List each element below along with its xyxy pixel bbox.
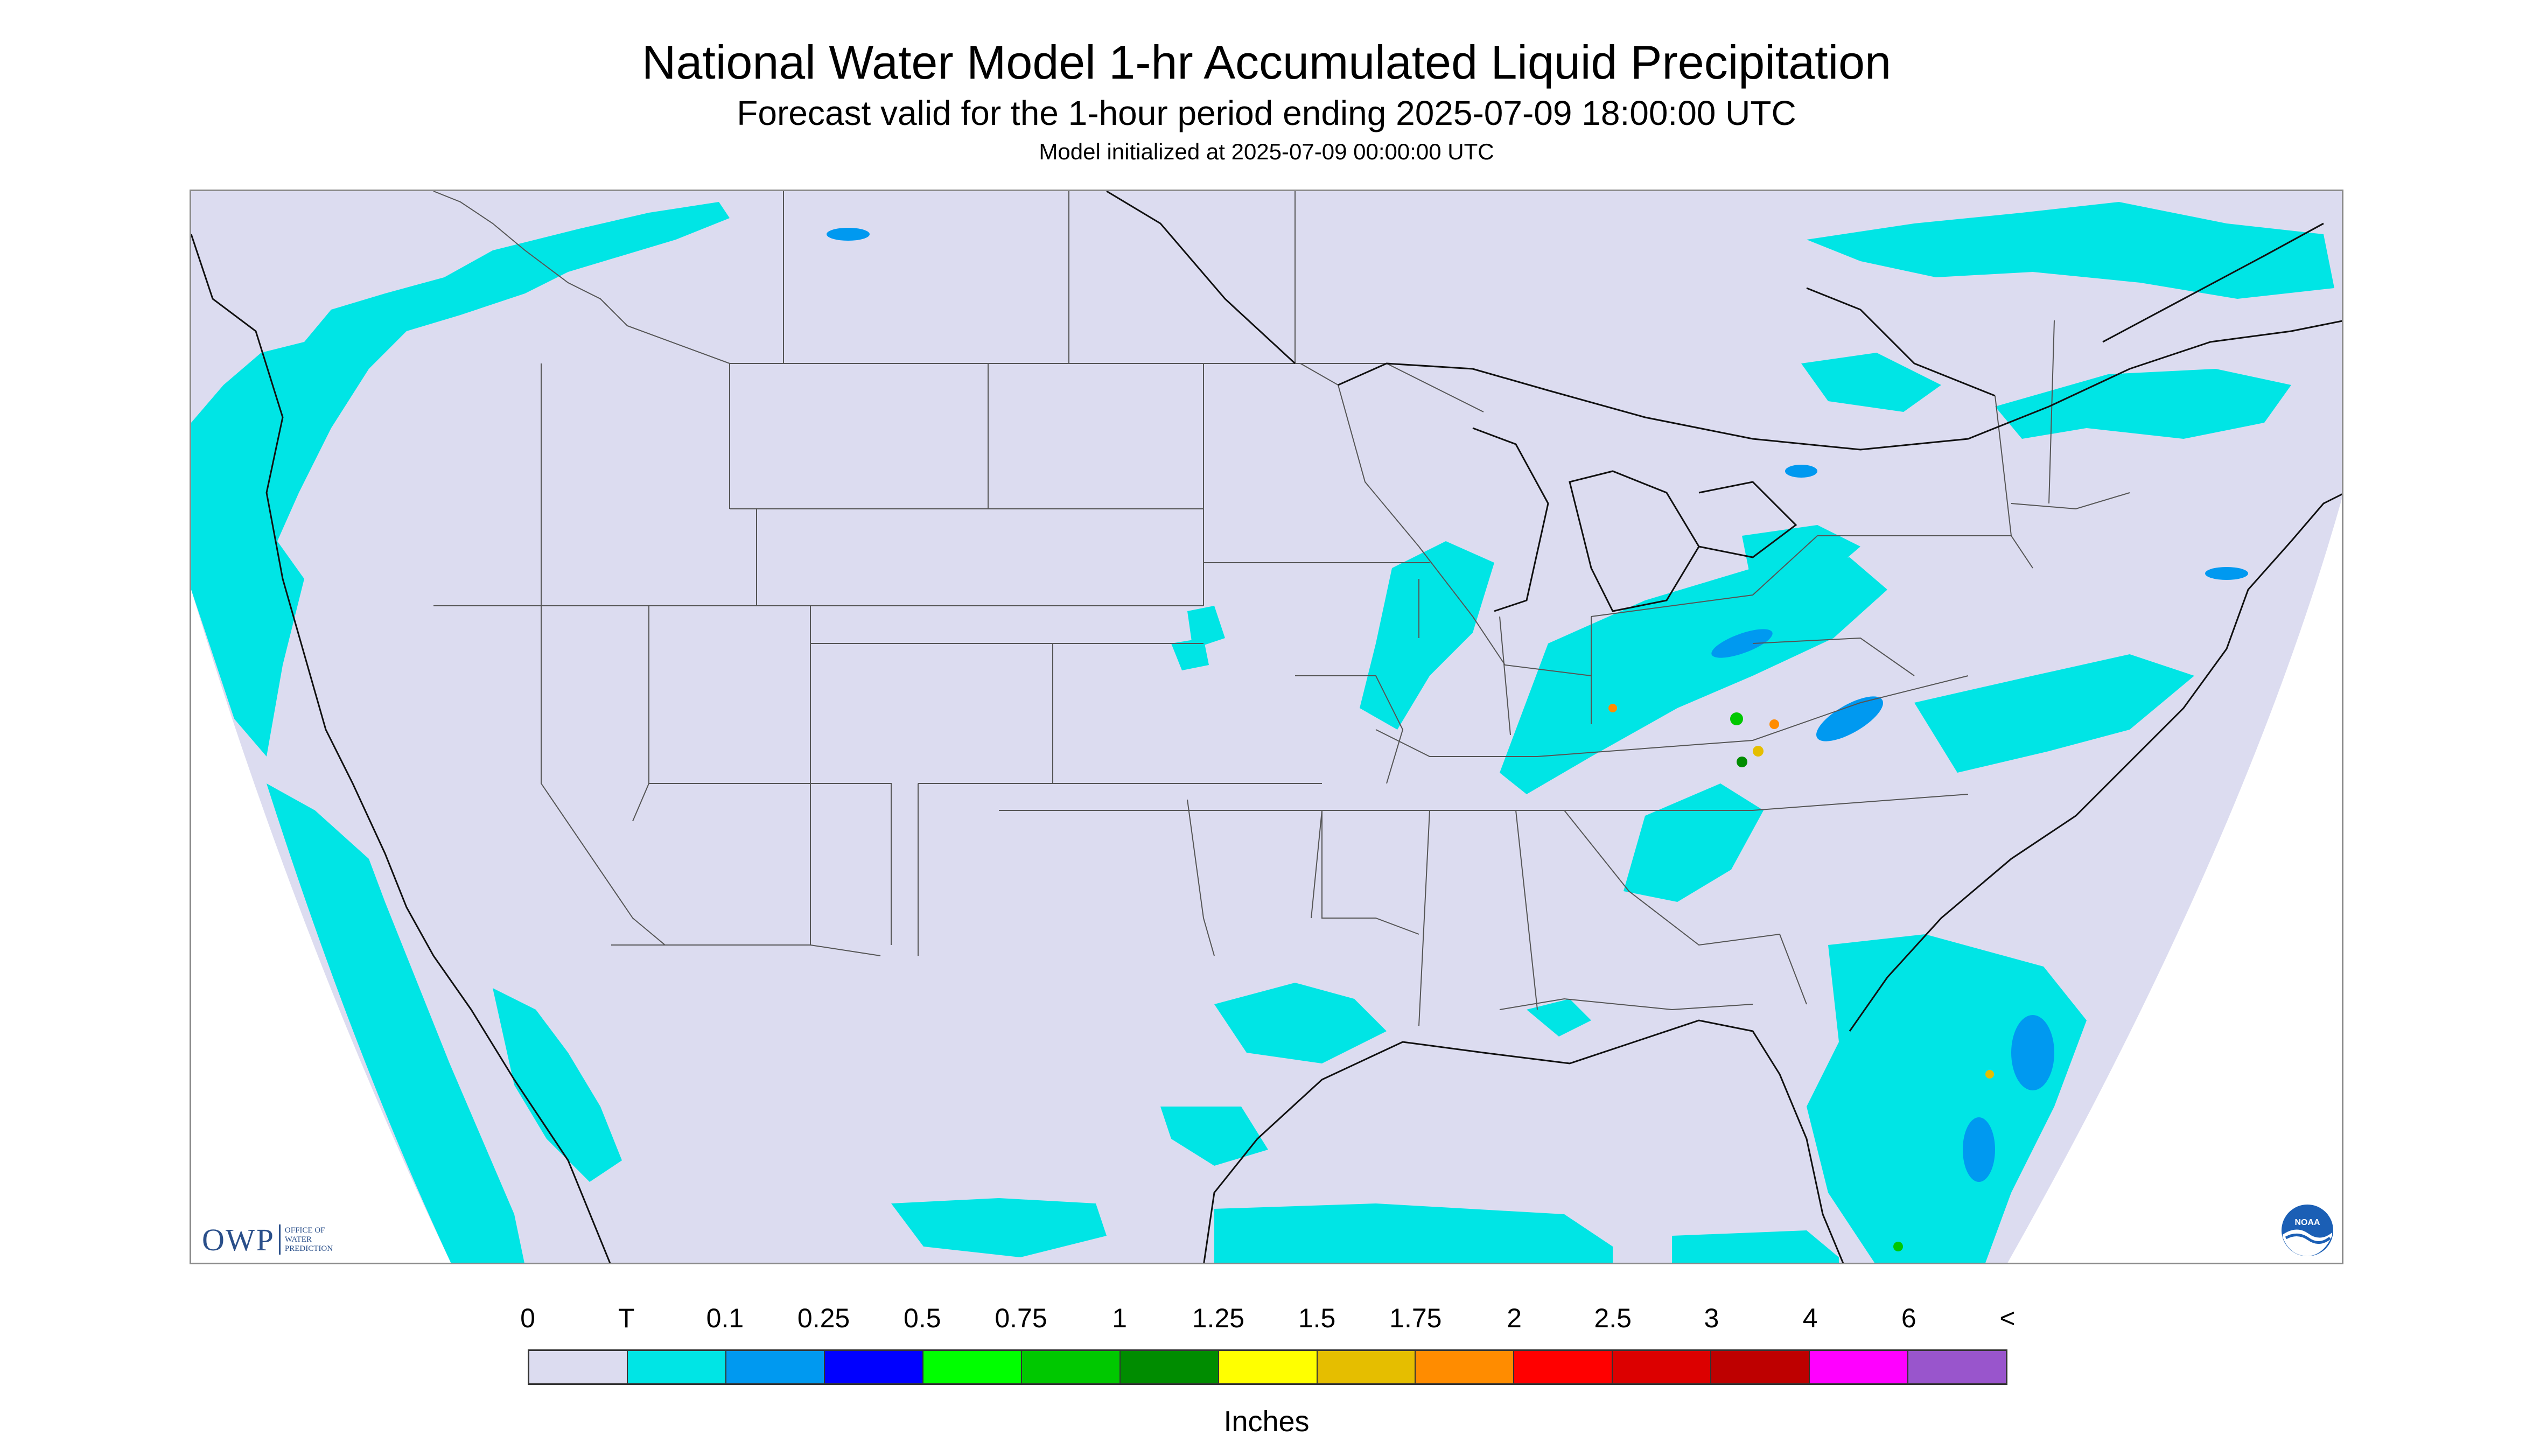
precipitation-map: OWP OFFICE OF WATER PREDICTION NOAA (190, 190, 2343, 1264)
legend-label: 0.75 (995, 1303, 1047, 1333)
precip-heavy-cores (1608, 704, 1994, 1251)
legend-label: 0.1 (706, 1303, 744, 1333)
legend-color-cell (1810, 1351, 1909, 1383)
legend-color-cell (1317, 1351, 1416, 1383)
legend-color-cell (1416, 1351, 1515, 1383)
owp-text-line: WATER (284, 1235, 312, 1244)
noaa-logo-text: NOAA (2294, 1218, 2320, 1227)
legend-units: Inches (1223, 1405, 1310, 1438)
legend-label: 1.25 (1192, 1303, 1245, 1333)
model-domain (191, 191, 2342, 1263)
forecast-valid-subtitle: Forecast valid for the 1-hour period end… (737, 94, 1796, 132)
state-boundaries (433, 191, 2130, 1026)
precip-light-cores (827, 228, 2248, 1182)
legend-color-cell (529, 1351, 628, 1383)
model-init-line: Model initialized at 2025-07-09 00:00:00… (1039, 139, 1494, 164)
legend-color-cell (726, 1351, 825, 1383)
owp-mark: OWP (202, 1222, 275, 1257)
legend-label: T (618, 1303, 635, 1333)
owp-text: OFFICE OF WATER PREDICTION (285, 1226, 333, 1254)
map-title: National Water Model 1-hr Accumulated Li… (641, 36, 1892, 89)
coastlines (191, 191, 2342, 1263)
noaa-logo-icon: NOAA (2282, 1205, 2333, 1256)
map-canvas (191, 191, 2342, 1263)
legend-color-cell (1908, 1351, 2006, 1383)
legend-label: < (1999, 1303, 2016, 1333)
legend-label: 0.5 (904, 1303, 941, 1333)
legend-color-cell (1120, 1351, 1219, 1383)
legend-color-cell (824, 1351, 923, 1383)
legend-label: 0 (520, 1303, 535, 1333)
owp-text-line: OFFICE OF (284, 1226, 325, 1235)
legend-label: 6 (1901, 1303, 1916, 1333)
legend-label: 2 (1507, 1303, 1522, 1333)
legend-color-cell (1613, 1351, 1712, 1383)
owp-logo: OWP OFFICE OF WATER PREDICTION (202, 1221, 333, 1258)
legend-label: 1 (1112, 1303, 1128, 1333)
legend-color-cell (627, 1351, 726, 1383)
legend-color-cell (1514, 1351, 1613, 1383)
legend-color-cell (1219, 1351, 1318, 1383)
legend-label: 1.5 (1298, 1303, 1336, 1333)
legend-color-cell (1021, 1351, 1121, 1383)
legend-label: 3 (1704, 1303, 1719, 1333)
precip-trace-areas (191, 202, 2334, 1263)
legend-label: 4 (1802, 1303, 1818, 1333)
legend-color-cell (923, 1351, 1022, 1383)
legend-label: 0.25 (797, 1303, 850, 1333)
legend-label: 2.5 (1594, 1303, 1632, 1333)
legend-color-cell (1711, 1351, 1810, 1383)
legend-label: 1.75 (1389, 1303, 1442, 1333)
owp-separator (278, 1224, 281, 1255)
owp-text-line: PREDICTION (284, 1244, 333, 1253)
legend-labels: 0 T 0.1 0.25 0.5 0.75 1 1.25 1.5 1.75 2 2.5 3 4 6 < (0, 1302, 2533, 1340)
legend-colorbar (528, 1349, 2007, 1385)
